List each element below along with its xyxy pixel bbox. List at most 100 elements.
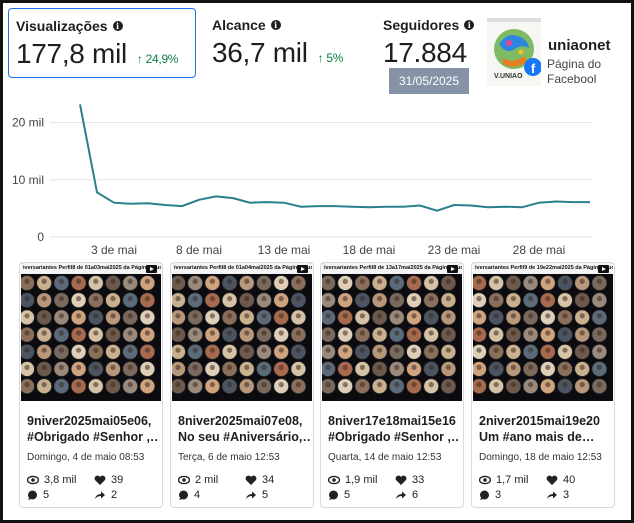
post-views-value: 1,9 mil <box>345 474 378 486</box>
comment-icon <box>329 490 338 500</box>
post-comments: 3 <box>479 489 501 501</box>
post-comments-value: 5 <box>43 489 50 501</box>
page-type: Página do Facebool <box>547 57 602 86</box>
play-icon <box>447 265 458 273</box>
info-icon[interactable]: i <box>464 20 475 30</box>
x-tick-label: 23 de mai <box>428 243 481 257</box>
post-shares-value: 5 <box>262 489 269 501</box>
metric-views-value: 177,8 mil <box>16 38 127 69</box>
post-thumbnail[interactable]: iversariantes Perfil8 de 01a04mai2025 da… <box>172 263 312 401</box>
post-title[interactable]: 8niver17e18mai15e16 #Obrigado #Senhor ,… <box>328 413 460 445</box>
play-icon <box>146 265 157 273</box>
post-likes-value: 39 <box>111 474 124 486</box>
post-shares-value: 3 <box>563 489 570 501</box>
share-icon <box>396 491 406 499</box>
post-views: 3,8 mil <box>27 474 76 486</box>
post-shares: 3 <box>546 489 569 501</box>
post-comments-value: 5 <box>344 489 351 501</box>
post-thumbnail-caption: iversariantes Perfil8 de 13a17mai2025 da… <box>322 263 462 274</box>
post-title-line1: 9niver2025mai05e06, <box>27 414 152 428</box>
svg-text:V.UNIAO: V.UNIAO <box>494 73 523 80</box>
post-card[interactable]: iversariantes Perfil8 de 01a04mai2025 da… <box>170 262 314 508</box>
comment-icon <box>480 490 489 500</box>
post-shares: 6 <box>395 489 418 501</box>
metric-followers-value: 17.884 <box>383 37 467 68</box>
metric-reach-value: 36,7 mil <box>212 37 308 68</box>
post-thumbnail[interactable]: iversariantes Perfil9 de 19e22mai2025 da… <box>473 263 613 401</box>
post-date: Terça, 6 de maio 12:53 <box>178 452 280 463</box>
followers-date-badge: 31/05/2025 <box>389 68 469 94</box>
page-name[interactable]: uniaonet <box>548 37 611 54</box>
post-title[interactable]: 2niver2015mai19e20 Um #ano mais de… <box>479 413 611 445</box>
post-title-line2: Um #ano mais de… <box>479 430 595 444</box>
x-tick-label: 18 de mai <box>343 243 396 257</box>
post-title-line1: 2niver2015mai19e20 <box>479 414 600 428</box>
post-thumbnail[interactable]: iversariantes Perfil8 de 01a03mai2025 da… <box>21 263 161 401</box>
post-title-line1: 8niver2025mai07e08, <box>178 414 303 428</box>
page-identity[interactable]: V.UNIAO f uniaonet Página do Facebool <box>487 18 627 88</box>
eye-icon <box>328 475 340 485</box>
info-icon[interactable]: i <box>270 20 281 30</box>
post-thumbnail-caption: iversariantes Perfil9 de 19e22mai2025 da… <box>473 263 613 274</box>
share-icon <box>246 491 256 499</box>
metric-followers[interactable]: Seguidores i 17.884 <box>383 17 475 69</box>
post-likes-value: 33 <box>412 474 425 486</box>
post-likes: 39 <box>94 474 123 486</box>
post-shares: 2 <box>94 489 117 501</box>
post-title-line1: 8niver17e18mai15e16 <box>328 414 456 428</box>
post-thumbnail-caption: iversariantes Perfil8 de 01a04mai2025 da… <box>172 263 312 274</box>
post-shares: 5 <box>245 489 268 501</box>
y-tick-label: 10 mil <box>12 173 44 187</box>
post-date: Domingo, 4 de maio 08:53 <box>27 452 145 463</box>
post-card[interactable]: iversariantes Perfil8 de 01a03mai2025 da… <box>19 262 163 508</box>
x-tick-label: 3 de mai <box>91 243 137 257</box>
post-date: Quarta, 14 de maio 12:53 <box>328 452 442 463</box>
post-thumbnail[interactable]: iversariantes Perfil8 de 13a17mai2025 da… <box>322 263 462 401</box>
metric-followers-label: Seguidores <box>383 17 460 33</box>
post-card[interactable]: iversariantes Perfil9 de 19e22mai2025 da… <box>471 262 615 508</box>
post-thumbnail-caption: iversariantes Perfil8 de 01a03mai2025 da… <box>21 263 161 274</box>
metric-views[interactable]: Visualizações i 177,8 mil ↑ 24,9% <box>8 8 196 78</box>
post-title-line2: No seu #Aniversário,… <box>178 430 310 444</box>
post-card[interactable]: iversariantes Perfil8 de 13a17mai2025 da… <box>320 262 464 508</box>
post-views: 1,7 mil <box>479 474 528 486</box>
metric-reach-change: ↑ 5% <box>317 51 344 65</box>
play-icon <box>297 265 308 273</box>
post-comments: 5 <box>328 489 350 501</box>
heart-icon <box>245 475 257 485</box>
eye-icon <box>27 475 39 485</box>
metric-views-label: Visualizações <box>16 18 108 34</box>
post-likes: 33 <box>395 474 424 486</box>
info-icon[interactable]: i <box>112 21 123 31</box>
post-comments-value: 4 <box>194 489 201 501</box>
y-tick-label: 20 mil <box>12 116 44 130</box>
post-comments: 4 <box>178 489 200 501</box>
page-avatar[interactable]: V.UNIAO f <box>487 18 541 86</box>
post-shares-value: 6 <box>412 489 419 501</box>
x-tick-label: 28 de mai <box>513 243 566 257</box>
heart-icon <box>94 475 106 485</box>
metric-reach-label: Alcance <box>212 17 266 33</box>
eye-icon <box>479 475 491 485</box>
views-line-chart: 0 10 mil 20 mil 3 de mai 8 de mai 13 de mai 1… <box>12 104 592 257</box>
metric-reach[interactable]: Alcance i 36,7 mil ↑ 5% <box>212 17 343 69</box>
post-views: 1,9 mil <box>328 474 377 486</box>
post-likes-value: 34 <box>262 474 275 486</box>
comment-icon <box>28 490 37 500</box>
facebook-icon: f <box>524 58 541 76</box>
share-icon <box>547 491 557 499</box>
post-title[interactable]: 9niver2025mai05e06, #Obrigado #Senhor ,… <box>27 413 159 445</box>
post-views: 2 mil <box>178 474 218 486</box>
post-comments: 5 <box>27 489 49 501</box>
post-likes: 40 <box>546 474 575 486</box>
heart-icon <box>395 475 407 485</box>
post-title[interactable]: 8niver2025mai07e08, No seu #Aniversário,… <box>178 413 310 445</box>
metric-views-change: ↑ 24,9% <box>136 52 179 66</box>
post-title-line2: #Obrigado #Senhor ,… <box>328 430 460 444</box>
x-tick-label: 13 de mai <box>258 243 311 257</box>
x-tick-label: 8 de mai <box>176 243 222 257</box>
post-views-value: 1,7 mil <box>496 474 529 486</box>
comment-icon <box>179 490 188 500</box>
post-date: Domingo, 18 de maio 12:53 <box>479 452 602 463</box>
heart-icon <box>546 475 558 485</box>
